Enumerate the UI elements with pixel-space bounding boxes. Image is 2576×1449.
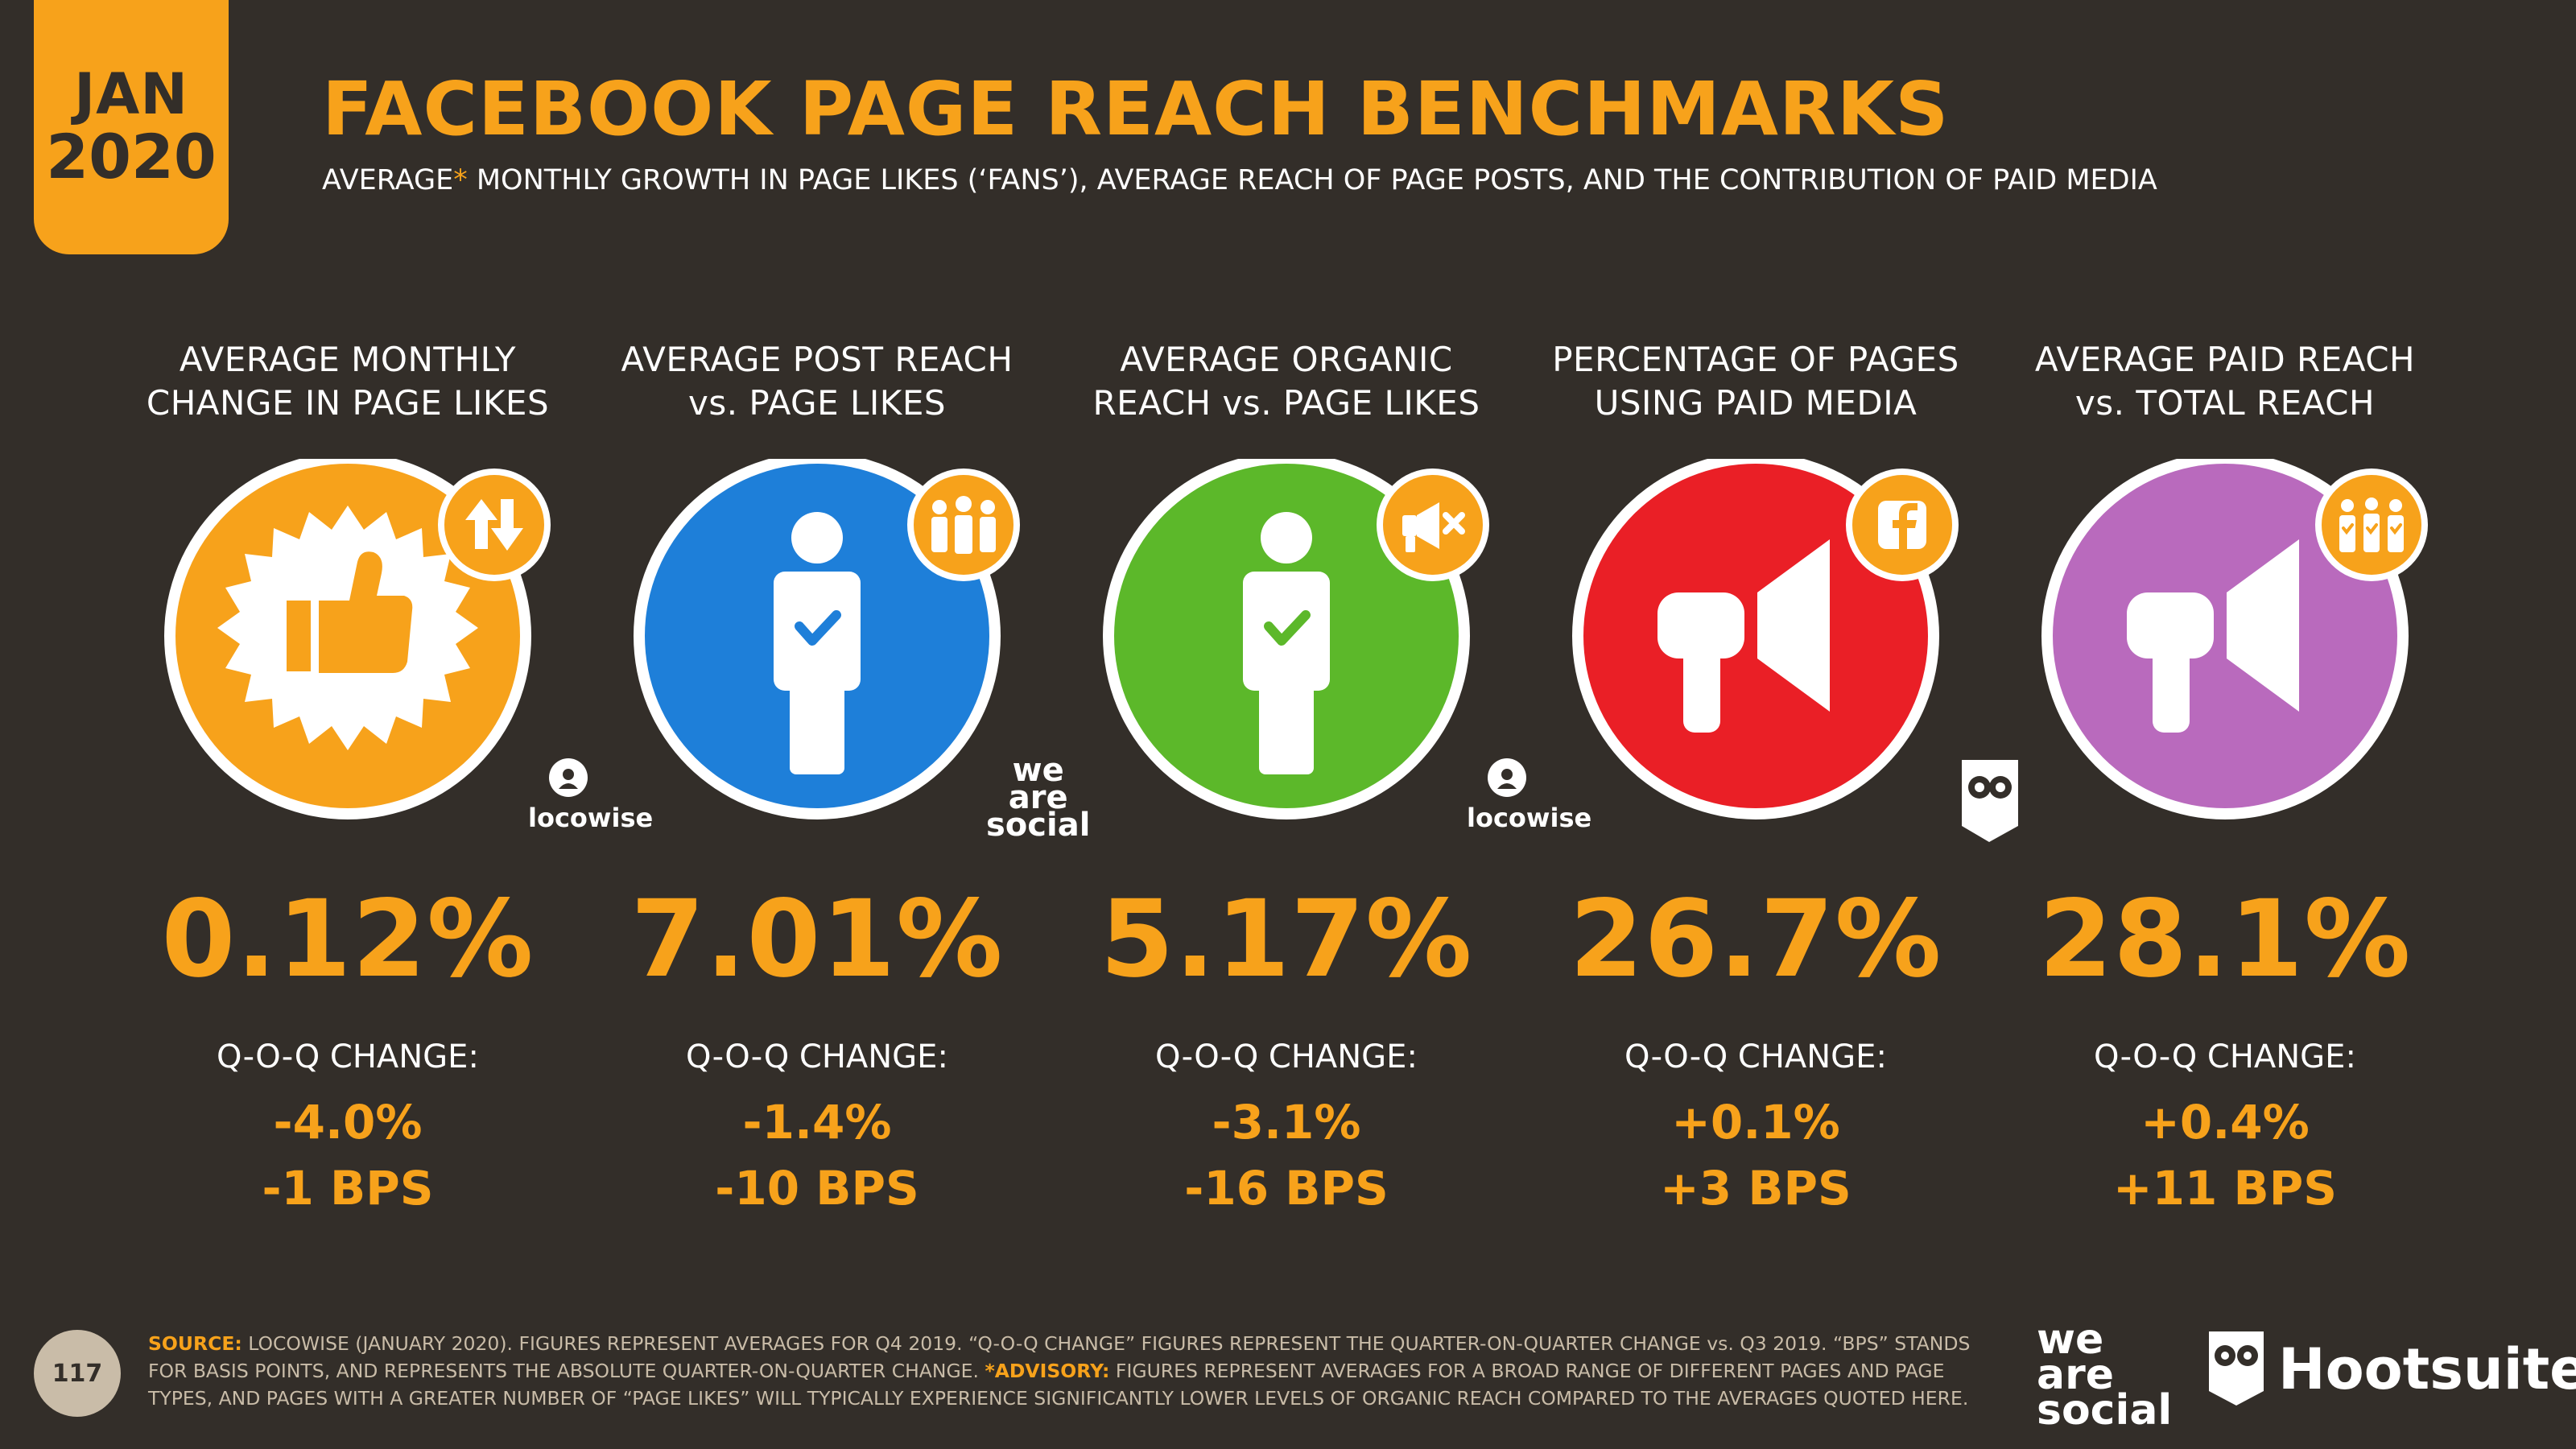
locowise-logo-icon: locowise	[1467, 757, 1591, 834]
qoq-label: Q-O-Q CHANGE:	[686, 1038, 948, 1075]
locowise-pin-icon	[1488, 758, 1526, 797]
qoq-bps: +11 BPS	[2113, 1161, 2337, 1216]
qoq-bps: -1 BPS	[262, 1161, 434, 1216]
we-are-social-social: social	[986, 807, 1091, 844]
metric-label-line1: PERCENTAGE OF PAGES	[1552, 340, 1959, 379]
metric-label-line2: USING PAID MEDIA	[1594, 383, 1918, 423]
metric-card-paid-media: PERCENTAGE OF PAGES USING PAID MEDIA 26.…	[1530, 0, 2018, 1449]
we-are-social-logo: we are social	[2037, 1315, 2173, 1435]
was-are: are	[2037, 1351, 2115, 1399]
qoq-bps: -16 BPS	[1184, 1161, 1389, 1216]
metric-card-page-likes: AVERAGE MONTHLY CHANGE IN PAGE LIKES	[122, 0, 653, 1449]
megaphone-icon	[1572, 459, 1959, 819]
date-badge: JAN 2020	[34, 0, 229, 254]
subtitle-prefix: AVERAGE	[322, 164, 454, 196]
metric-value: 0.12%	[161, 877, 535, 1001]
was-we: we	[2037, 1315, 2104, 1364]
qoq-label: Q-O-Q CHANGE:	[1155, 1038, 1418, 1075]
page-subtitle: AVERAGE* MONTHLY GROWTH IN PAGE LIKES (‘…	[322, 164, 2544, 196]
metric-label-line1: AVERAGE MONTHLY	[179, 340, 517, 379]
date-month: JAN	[74, 61, 188, 128]
metric-label-line2: REACH vs. PAGE LIKES	[1092, 383, 1480, 423]
qoq-bps: -10 BPS	[715, 1161, 919, 1216]
page-title: FACEBOOK PAGE REACH BENCHMARKS	[322, 66, 1950, 152]
source-label: SOURCE:	[148, 1332, 242, 1355]
megaphone-icon	[2041, 459, 2428, 819]
we-are-social-are: are	[1008, 779, 1068, 816]
hootsuite-owl-icon	[2209, 1331, 2264, 1406]
metric-card-organic-reach: AVERAGE ORGANIC REACH vs. PAGE LIKES	[1061, 0, 1591, 1449]
subtitle-asterisk: *	[453, 164, 468, 196]
qoq-percent: +0.1%	[1671, 1095, 1840, 1150]
advisory-text: FIGURES REPRESENT AVERAGES FOR A BROAD R…	[148, 1360, 1969, 1410]
was-social: social	[2037, 1386, 2173, 1435]
page-number: 117	[34, 1330, 121, 1417]
metric-card-post-reach: AVERAGE POST REACH vs. PAGE LIKES we are…	[592, 0, 1091, 1449]
metric-label-line2: CHANGE IN PAGE LIKES	[146, 383, 550, 423]
qoq-percent: +0.4%	[2140, 1095, 2310, 1150]
subtitle-rest: MONTHLY GROWTH IN PAGE LIKES (‘FANS’), A…	[467, 164, 2157, 196]
locowise-logo-icon: locowise	[528, 757, 653, 834]
locowise-pin-icon	[549, 758, 588, 797]
metric-label-line2: vs. PAGE LIKES	[687, 383, 947, 423]
person-check-icon	[634, 459, 1020, 819]
metric-label-line1: AVERAGE ORGANIC	[1120, 340, 1453, 379]
hootsuite-logo: Hootsuite®	[2278, 1336, 2576, 1402]
thumbs-up-icon	[164, 459, 551, 819]
hootsuite-owl-icon	[1962, 760, 2018, 842]
person-check-icon	[1103, 459, 1489, 819]
qoq-percent: -3.1%	[1212, 1095, 1361, 1150]
metric-label-line2: vs. TOTAL REACH	[2074, 383, 2376, 423]
metric-card-paid-reach: AVERAGE PAID REACH vs. TOTAL REACH	[2000, 0, 2450, 1449]
we-are-social-we: we	[1012, 752, 1064, 789]
metric-value: 5.17%	[1100, 877, 1473, 1001]
metric-label: AVERAGE POST REACH vs. PAGE LIKES	[592, 338, 1042, 425]
qoq-percent: -4.0%	[273, 1095, 423, 1150]
qoq-label: Q-O-Q CHANGE:	[1624, 1038, 1887, 1075]
source-text: LOCOWISE (JANUARY 2020). FIGURES REPRESE…	[148, 1332, 1971, 1382]
advisory-label: *ADVISORY:	[985, 1360, 1110, 1382]
footnote: SOURCE: LOCOWISE (JANUARY 2020). FIGURES…	[148, 1330, 2000, 1412]
metric-label: AVERAGE PAID REACH vs. TOTAL REACH	[2000, 338, 2450, 425]
we-are-social-logo-icon: we are social	[986, 752, 1091, 844]
qoq-bps: +3 BPS	[1660, 1161, 1852, 1216]
metric-label-line1: AVERAGE POST REACH	[621, 340, 1013, 379]
date-year: 2020	[46, 120, 217, 192]
qoq-label: Q-O-Q CHANGE:	[217, 1038, 479, 1075]
metric-value: 28.1%	[2038, 877, 2412, 1001]
qoq-percent: -1.4%	[742, 1095, 892, 1150]
qoq-label: Q-O-Q CHANGE:	[2094, 1038, 2356, 1075]
hootsuite-wordmark: Hootsuite	[2278, 1336, 2576, 1402]
metric-label: AVERAGE ORGANIC REACH vs. PAGE LIKES	[1061, 338, 1512, 425]
metric-value: 7.01%	[630, 877, 1004, 1001]
metric-value: 26.7%	[1569, 877, 1942, 1001]
metric-label: AVERAGE MONTHLY CHANGE IN PAGE LIKES	[122, 338, 573, 425]
metric-label: PERCENTAGE OF PAGES USING PAID MEDIA	[1530, 338, 1981, 425]
metric-label-line1: AVERAGE PAID REACH	[2034, 340, 2416, 379]
